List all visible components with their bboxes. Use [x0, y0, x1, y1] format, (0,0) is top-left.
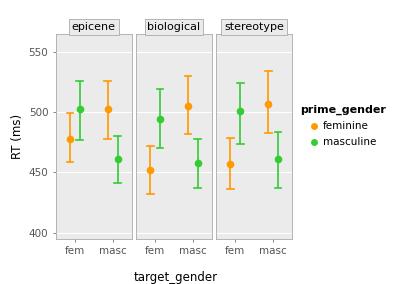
Legend: feminine, masculine: feminine, masculine — [300, 105, 386, 147]
Text: target_gender: target_gender — [134, 271, 218, 284]
Title: biological: biological — [148, 22, 200, 32]
Title: stereotype: stereotype — [224, 22, 284, 32]
Y-axis label: RT (ms): RT (ms) — [12, 114, 24, 159]
Title: epicene: epicene — [72, 22, 116, 32]
